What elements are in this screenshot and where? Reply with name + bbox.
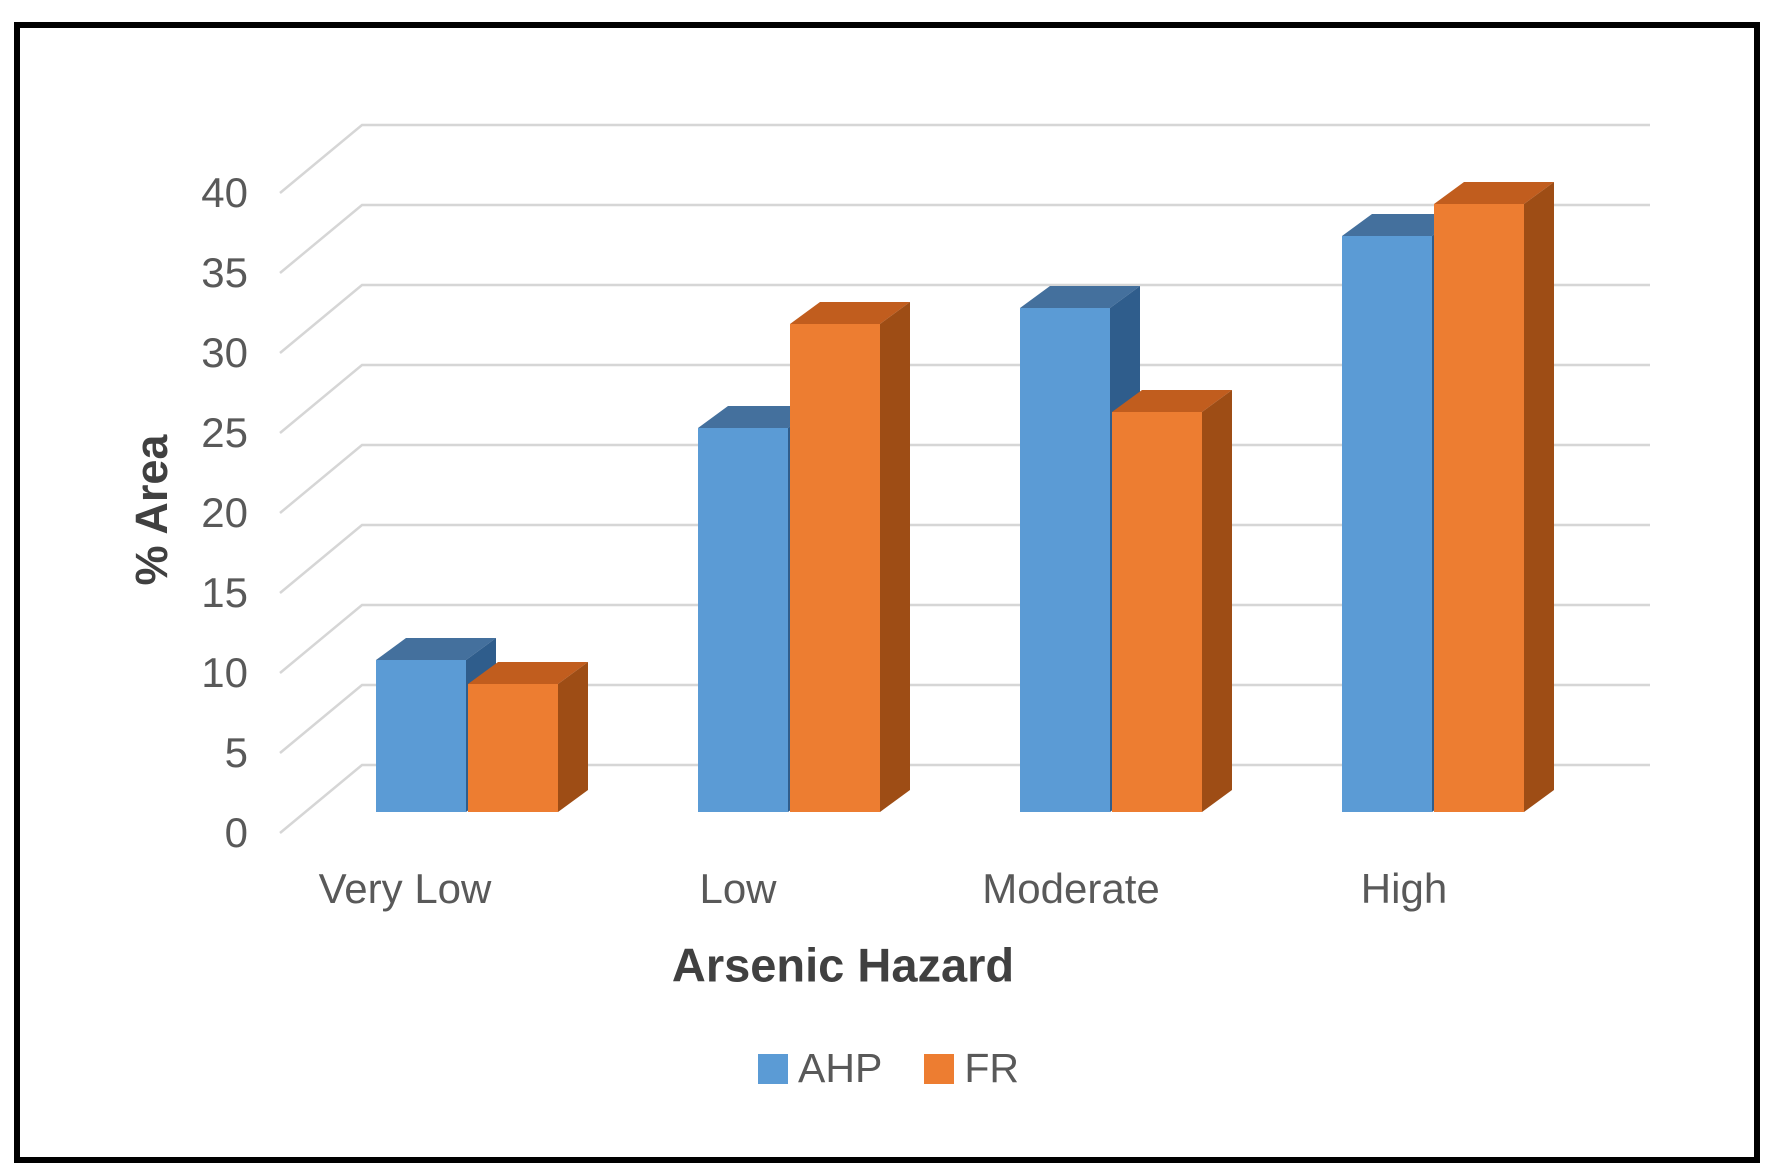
y-tick-label-20: 20 (201, 489, 248, 536)
gridline-40 (279, 123, 1650, 194)
legend-item-fr: FR (924, 1048, 1019, 1089)
x-axis-title: Arsenic Hazard (671, 938, 1015, 992)
bar-ahp-moderate-top (1020, 286, 1140, 308)
bar-fr-low-top (790, 302, 910, 324)
gridline-25 (279, 363, 1650, 434)
bar-ahp-very-low-front (376, 660, 466, 812)
bar-ahp-low-front (698, 428, 788, 812)
y-tick-label-30: 30 (201, 329, 248, 376)
y-tick-label-0: 0 (224, 809, 248, 856)
category-label-very-low: Very Low (318, 865, 492, 912)
y-tick-label-10: 10 (201, 649, 248, 696)
bar-ahp-very-low-top (376, 638, 496, 660)
category-label-high: High (1360, 865, 1448, 912)
legend-label-ahp: AHP (798, 1045, 883, 1091)
category-label-moderate: Moderate (982, 865, 1160, 912)
bar-fr-very-low-top (468, 662, 588, 684)
bar-fr-high-front (1434, 204, 1524, 812)
gridline-30 (279, 283, 1650, 354)
legend-label-fr: FR (964, 1045, 1019, 1091)
legend-swatch-fr (924, 1053, 955, 1084)
bar-ahp-high-top (1342, 214, 1462, 236)
bar-fr-very-low-front (468, 684, 558, 812)
legend-swatch-ahp (758, 1053, 789, 1084)
bar-fr-moderate-side (1202, 390, 1232, 812)
bar-fr-moderate-top (1112, 390, 1232, 412)
bar-ahp-high-front (1342, 236, 1432, 812)
y-tick-label-25: 25 (201, 409, 248, 456)
y-axis-title: % Area (126, 434, 177, 586)
y-tick-label-35: 35 (201, 249, 248, 296)
legend: AHP FR (0, 1048, 1777, 1089)
bar-ahp-low-top (698, 406, 818, 428)
y-tick-label-15: 15 (201, 569, 248, 616)
category-label-low: Low (699, 865, 777, 912)
bar-fr-high-top (1434, 182, 1554, 204)
bar-fr-moderate-front (1112, 412, 1202, 812)
bar-fr-high-side (1524, 182, 1554, 812)
bar-fr-low-front (790, 324, 880, 812)
y-tick-label-5: 5 (224, 729, 248, 776)
y-tick-label-40: 40 (201, 169, 248, 216)
bar-ahp-moderate-front (1020, 308, 1110, 812)
bar-fr-very-low-side (558, 662, 588, 812)
gridline-35 (279, 203, 1650, 274)
bar-fr-low-side (880, 302, 910, 812)
legend-item-ahp: AHP (758, 1048, 882, 1089)
